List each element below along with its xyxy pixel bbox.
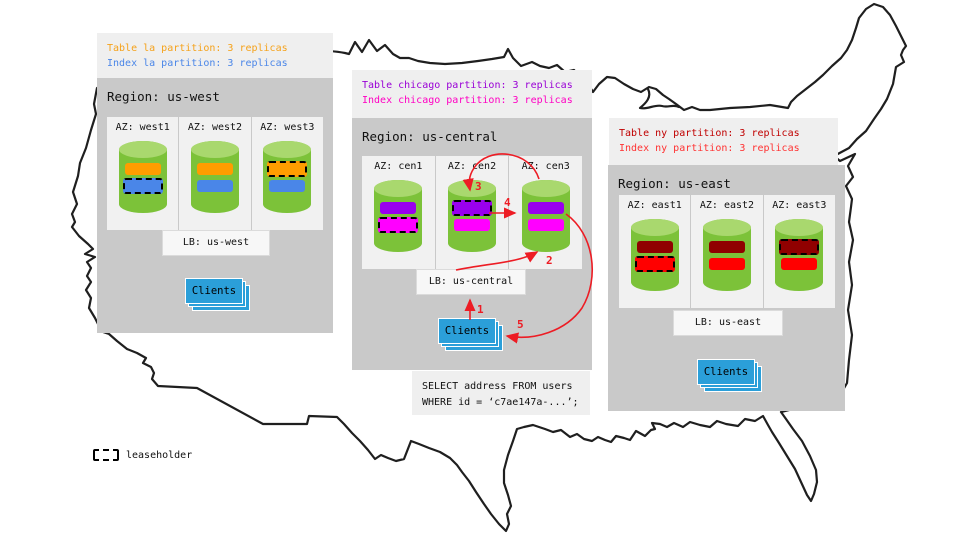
region-title-us-central: Region: us-central <box>362 129 498 144</box>
table-partition-replica <box>196 163 233 175</box>
annotation-table-ny: Table ny partition: 3 replicas <box>619 128 800 139</box>
az-row-us-central: AZ: cen1 AZ: cen2 AZ: cen3 <box>362 156 583 269</box>
az-east1: AZ: east1 <box>619 195 691 308</box>
index-partition-replica <box>708 258 745 270</box>
table-partition-replica <box>708 241 745 253</box>
us-outline-path <box>70 2 908 533</box>
table-partition-replica <box>779 239 820 255</box>
table-partition-replica <box>267 161 308 177</box>
db-node-cylinder <box>374 180 423 252</box>
table-partition-replica <box>452 200 492 216</box>
db-node-cylinder <box>702 219 751 291</box>
clients-us-west: Clients <box>185 278 250 311</box>
db-node-cylinder <box>263 141 312 213</box>
az-row-us-east: AZ: east1 AZ: east2 AZ: east3 <box>619 195 835 308</box>
region-us-east: Region: us-east AZ: east1 AZ: east2 AZ: … <box>608 165 845 411</box>
index-partition-replica <box>378 217 419 233</box>
load-balancer-us-central: LB: us-central <box>416 269 526 295</box>
annotation-index-la: Index la partition: 3 replicas <box>107 58 288 69</box>
index-partition-replica <box>196 180 233 192</box>
region-us-west: Region: us-west AZ: west1 AZ: west2 AZ: … <box>97 78 333 333</box>
sql-query-line2: WHERE id = ‘c7ae147a-...’; <box>422 397 579 408</box>
table-partition-replica <box>527 202 564 214</box>
region-us-central: Region: us-central AZ: cen1 AZ: cen2 AZ:… <box>352 118 592 370</box>
clients-button: Clients <box>438 318 496 344</box>
annotation-index-ny: Index ny partition: 3 replicas <box>619 143 800 154</box>
index-partition-replica <box>122 178 163 194</box>
leaseholder-legend-label: leaseholder <box>126 449 193 461</box>
az-west1: AZ: west1 <box>107 117 179 230</box>
db-node-cylinder <box>630 219 679 291</box>
leaseholder-swatch-icon <box>93 449 119 461</box>
clients-button: Clients <box>697 359 755 385</box>
clients-us-central: Clients <box>438 318 503 351</box>
sql-query-box: SELECT address FROM users WHERE id = ‘c7… <box>412 371 590 415</box>
db-node-cylinder <box>118 141 167 213</box>
region-title-us-west: Region: us-west <box>107 89 220 104</box>
az-label: AZ: east2 <box>699 200 755 211</box>
db-node-cylinder <box>190 141 239 213</box>
az-label: AZ: cen1 <box>374 161 423 172</box>
index-partition-replica <box>634 256 675 272</box>
az-cen1: AZ: cen1 <box>362 156 435 269</box>
az-label: AZ: west3 <box>260 122 315 133</box>
db-node-cylinder <box>448 180 496 252</box>
annotation-us-east: Table ny partition: 3 replicas Index ny … <box>609 118 838 165</box>
az-west3: AZ: west3 <box>251 117 323 230</box>
annotation-table-chicago: Table chicago partition: 3 replicas <box>362 80 573 91</box>
index-partition-replica <box>454 219 490 231</box>
az-label: AZ: east1 <box>627 200 682 211</box>
az-cen2: AZ: cen2 <box>435 156 509 269</box>
clients-button: Clients <box>185 278 243 304</box>
az-cen3: AZ: cen3 <box>509 156 583 269</box>
az-east3: AZ: east3 <box>763 195 835 308</box>
table-partition-replica <box>636 241 673 253</box>
db-node-cylinder <box>521 180 570 252</box>
load-balancer-us-east: LB: us-east <box>673 310 783 336</box>
db-node-cylinder <box>775 219 824 291</box>
leaseholder-legend: leaseholder <box>93 449 192 461</box>
az-east2: AZ: east2 <box>691 195 763 308</box>
load-balancer-us-west: LB: us-west <box>162 230 270 256</box>
index-partition-replica <box>527 219 564 231</box>
az-west2: AZ: west2 <box>179 117 251 230</box>
annotation-us-central: Table chicago partition: 3 replicas Inde… <box>352 70 592 118</box>
annotation-us-west: Table la partition: 3 replicas Index la … <box>97 33 333 78</box>
az-label: AZ: cen3 <box>521 161 570 172</box>
az-label: AZ: cen2 <box>447 161 497 172</box>
index-partition-replica <box>269 180 306 192</box>
az-label: AZ: west2 <box>187 122 243 133</box>
table-partition-replica <box>380 202 417 214</box>
table-partition-replica <box>124 163 161 175</box>
region-title-us-east: Region: us-east <box>618 176 731 191</box>
annotation-index-chicago: Index chicago partition: 3 replicas <box>362 95 573 106</box>
annotation-table-la: Table la partition: 3 replicas <box>107 43 288 54</box>
az-label: AZ: east3 <box>772 200 827 211</box>
az-label: AZ: west1 <box>115 122 170 133</box>
sql-query-line1: SELECT address FROM users <box>422 381 573 392</box>
clients-us-east: Clients <box>697 359 762 392</box>
index-partition-replica <box>781 258 818 270</box>
az-row-us-west: AZ: west1 AZ: west2 AZ: west3 <box>107 117 323 230</box>
great-lakes-detail <box>638 87 681 110</box>
